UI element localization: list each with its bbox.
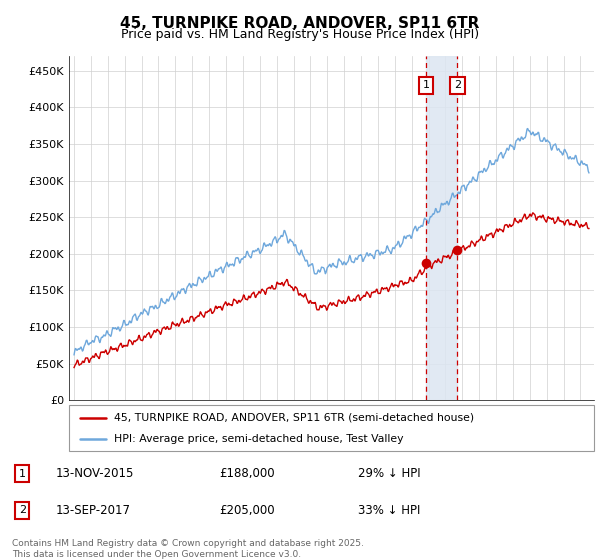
Text: HPI: Average price, semi-detached house, Test Valley: HPI: Average price, semi-detached house,… [113,435,403,444]
Text: £188,000: £188,000 [220,468,275,480]
Text: 45, TURNPIKE ROAD, ANDOVER, SP11 6TR: 45, TURNPIKE ROAD, ANDOVER, SP11 6TR [121,16,479,31]
FancyBboxPatch shape [69,405,594,451]
Text: 2: 2 [19,505,26,515]
Text: 29% ↓ HPI: 29% ↓ HPI [358,468,420,480]
Text: 13-SEP-2017: 13-SEP-2017 [55,504,130,517]
Text: Contains HM Land Registry data © Crown copyright and database right 2025.
This d: Contains HM Land Registry data © Crown c… [12,539,364,559]
Text: 45, TURNPIKE ROAD, ANDOVER, SP11 6TR (semi-detached house): 45, TURNPIKE ROAD, ANDOVER, SP11 6TR (se… [113,413,474,423]
Text: 2: 2 [454,80,461,90]
Text: 1: 1 [19,469,26,479]
Bar [427,56,457,400]
Text: 13-NOV-2015: 13-NOV-2015 [55,468,134,480]
Text: 33% ↓ HPI: 33% ↓ HPI [358,504,420,517]
Text: 1: 1 [423,80,430,90]
Text: Price paid vs. HM Land Registry's House Price Index (HPI): Price paid vs. HM Land Registry's House … [121,28,479,41]
Text: £205,000: £205,000 [220,504,275,517]
